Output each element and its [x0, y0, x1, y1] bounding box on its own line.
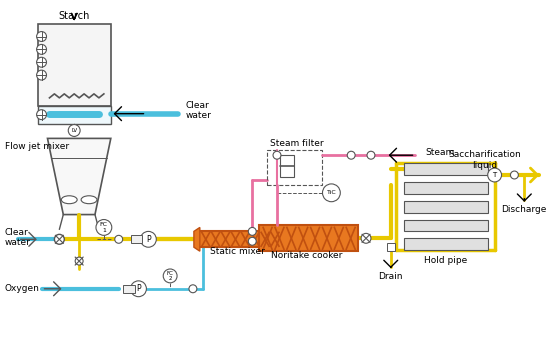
- Circle shape: [96, 219, 112, 236]
- Text: Oxygen: Oxygen: [5, 284, 40, 293]
- Circle shape: [37, 70, 47, 80]
- Ellipse shape: [81, 196, 97, 204]
- Circle shape: [75, 257, 83, 265]
- Circle shape: [189, 285, 197, 293]
- Text: Noritake cooker: Noritake cooker: [271, 251, 342, 260]
- Circle shape: [68, 125, 80, 137]
- Circle shape: [54, 234, 64, 244]
- Circle shape: [140, 231, 156, 247]
- Text: Clear
water: Clear water: [186, 101, 212, 120]
- Text: T: T: [492, 172, 497, 178]
- Circle shape: [488, 168, 502, 182]
- Polygon shape: [47, 138, 111, 214]
- Circle shape: [37, 57, 47, 67]
- Text: Hold pipe: Hold pipe: [424, 256, 467, 265]
- Text: Drain: Drain: [378, 272, 403, 282]
- Text: TiC: TiC: [327, 190, 336, 195]
- Circle shape: [115, 236, 123, 243]
- Text: Discharge: Discharge: [502, 205, 547, 214]
- Bar: [198, 231, 277, 247]
- Bar: [130, 236, 142, 243]
- Text: P: P: [146, 235, 151, 244]
- Text: P: P: [136, 284, 141, 293]
- Text: Starch: Starch: [58, 11, 90, 21]
- Bar: [404, 201, 488, 213]
- Circle shape: [510, 171, 518, 179]
- Circle shape: [347, 151, 355, 159]
- Bar: [267, 150, 322, 185]
- Bar: [404, 238, 488, 250]
- Text: Clear
water: Clear water: [5, 228, 31, 247]
- Circle shape: [273, 151, 281, 159]
- Circle shape: [37, 110, 47, 120]
- Text: FC
1: FC 1: [100, 222, 108, 233]
- Bar: [123, 285, 135, 293]
- Bar: [404, 182, 488, 194]
- Bar: [37, 24, 111, 106]
- Text: Saccharification
liquid: Saccharification liquid: [448, 151, 521, 170]
- Circle shape: [248, 237, 256, 245]
- Text: LV: LV: [71, 128, 77, 133]
- Text: Steam: Steam: [425, 148, 455, 157]
- Circle shape: [130, 281, 146, 297]
- Text: Flow jet mixer: Flow jet mixer: [5, 142, 69, 151]
- Bar: [404, 219, 488, 231]
- Circle shape: [37, 32, 47, 41]
- Circle shape: [367, 151, 375, 159]
- Ellipse shape: [62, 196, 77, 204]
- Bar: [404, 163, 488, 175]
- Circle shape: [248, 227, 256, 236]
- Circle shape: [322, 184, 340, 202]
- Text: Steam filter: Steam filter: [270, 139, 323, 148]
- Bar: [387, 243, 395, 251]
- Bar: [37, 106, 111, 124]
- Circle shape: [37, 45, 47, 54]
- Polygon shape: [194, 227, 200, 251]
- Text: Static mixer: Static mixer: [210, 247, 265, 256]
- Circle shape: [361, 233, 371, 243]
- Bar: [259, 225, 358, 251]
- Bar: [280, 155, 294, 177]
- Circle shape: [163, 269, 177, 283]
- Text: FC
2: FC 2: [167, 271, 174, 281]
